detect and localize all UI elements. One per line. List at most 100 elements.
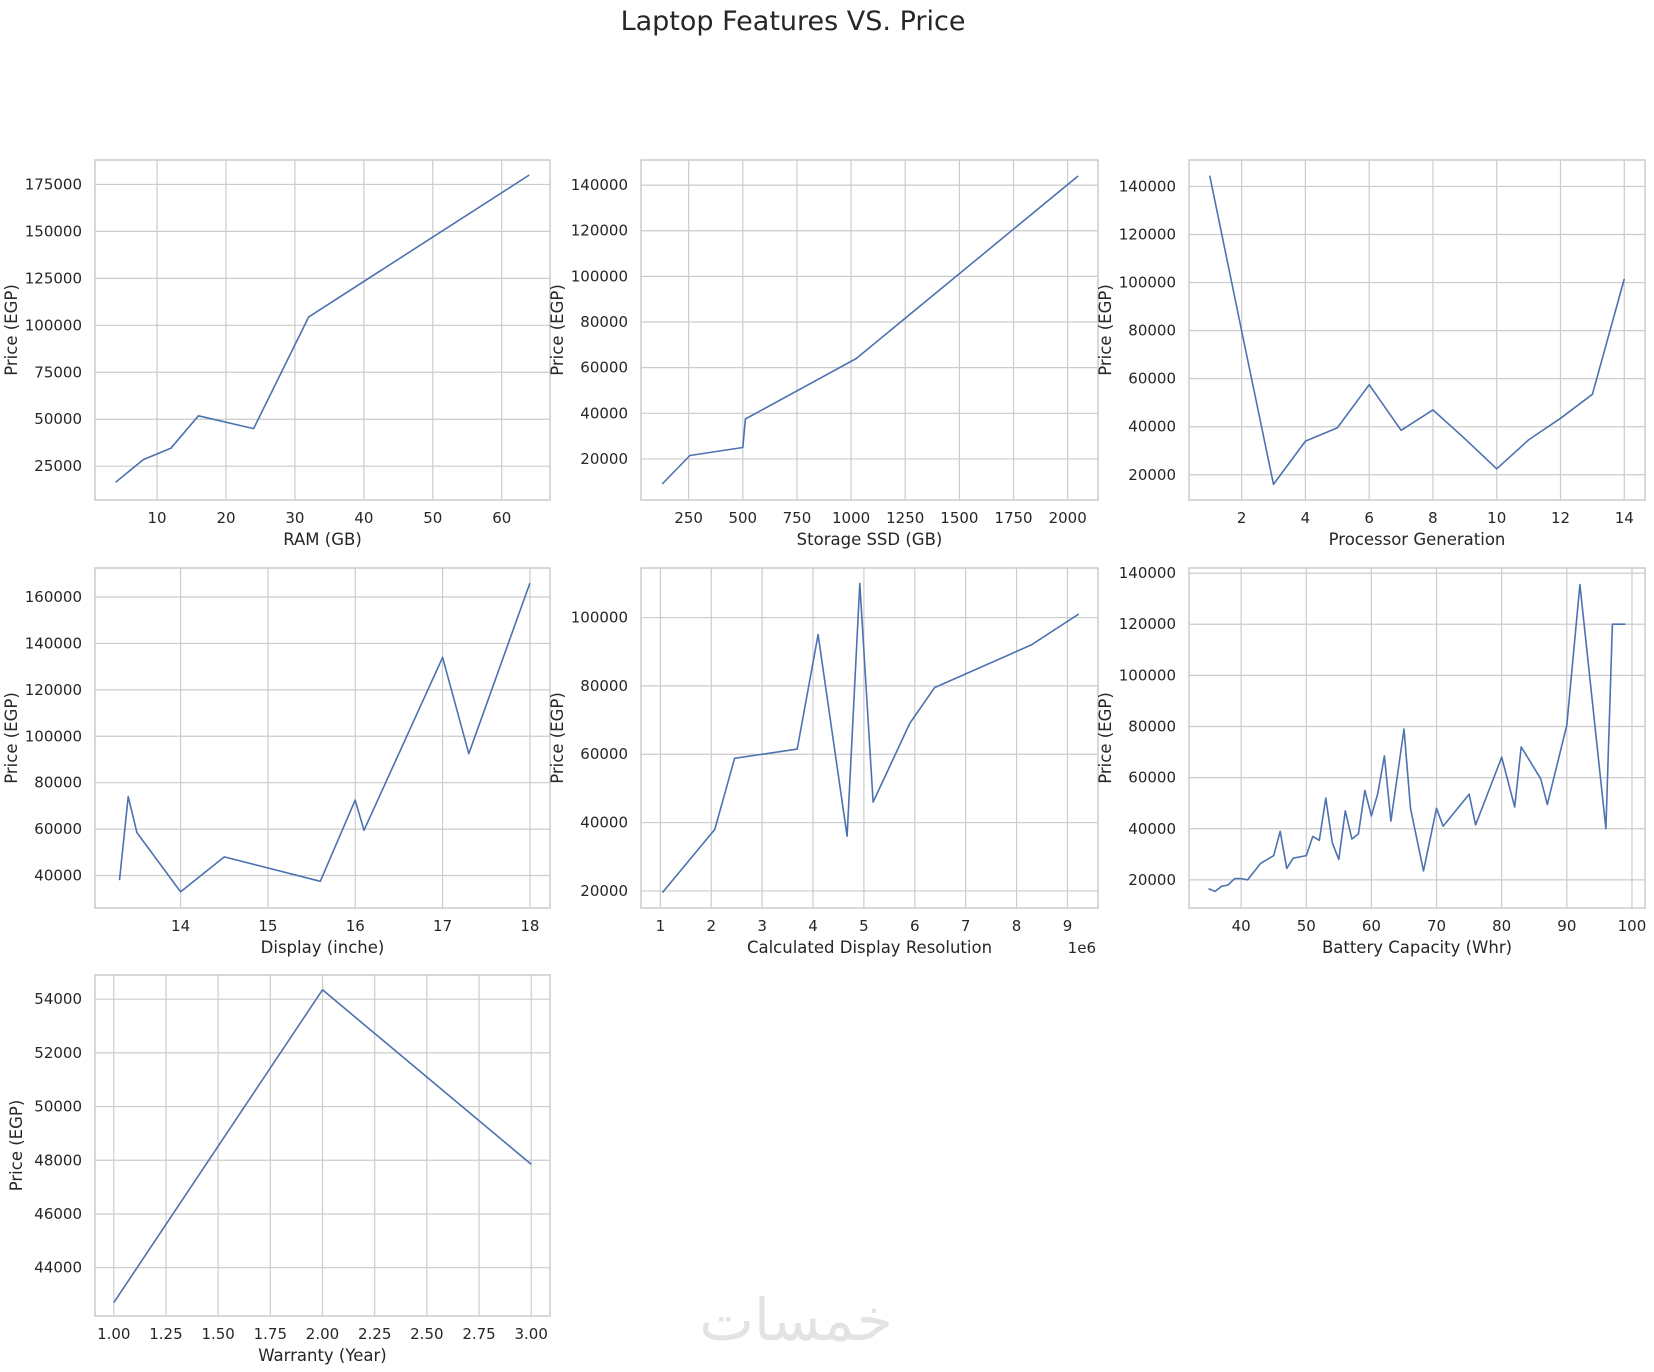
y-tick-label: 140000 xyxy=(1119,564,1176,582)
price-line xyxy=(1208,175,1626,486)
x-tick-label: 14 xyxy=(1615,509,1634,527)
y-axis-label: Price (EGP) xyxy=(548,284,567,376)
y-tick-label: 160000 xyxy=(25,588,82,606)
y-tick-label: 40000 xyxy=(34,867,82,885)
x-tick-label: 1 xyxy=(656,917,666,935)
y-tick-label: 150000 xyxy=(25,222,82,240)
x-tick-label: 4 xyxy=(808,917,818,935)
y-tick-label: 140000 xyxy=(25,634,82,652)
plot-frame xyxy=(1188,567,1646,909)
y-tick-label: 120000 xyxy=(571,222,628,240)
x-tick-label: 50 xyxy=(1297,917,1316,935)
subplot-1: 10 20 30 40 50 60 25000 50000 75000 100000 125000 1… xyxy=(2,159,551,549)
x-tick-label: 12 xyxy=(1551,509,1570,527)
x-axis-label: Warranty (Year) xyxy=(258,1346,387,1365)
x-tick-label: 250 xyxy=(674,509,703,527)
y-tick-label: 44000 xyxy=(34,1259,82,1277)
x-axis-label: Display (inche) xyxy=(261,938,385,957)
plot-frame xyxy=(640,159,1099,501)
subplot-4: 14 15 16 17 18 40000 60000 80000 100000 120000 140… xyxy=(2,567,551,957)
price-line xyxy=(115,174,530,483)
x-axis-label: Battery Capacity (Whr) xyxy=(1322,938,1512,957)
y-tick-label: 25000 xyxy=(34,457,82,475)
x-tick-label: 5 xyxy=(859,917,869,935)
x-tick-label: 1500 xyxy=(940,509,978,527)
y-tick-label: 48000 xyxy=(34,1151,82,1169)
y-tick-label: 60000 xyxy=(1128,370,1176,388)
x-tick-label: 500 xyxy=(728,509,757,527)
y-axis-label: Price (EGP) xyxy=(2,692,21,784)
x-tick-label: 750 xyxy=(783,509,812,527)
y-tick-label: 60000 xyxy=(1128,769,1176,787)
subplot-6: 40 50 60 70 80 90 100 20000 40000 60000 80000 10000… xyxy=(1096,564,1646,957)
price-line xyxy=(113,988,532,1304)
x-tick-label: 17 xyxy=(433,917,452,935)
y-tick-label: 50000 xyxy=(34,1098,82,1116)
y-tick-label: 100000 xyxy=(571,267,628,285)
price-line xyxy=(1208,583,1626,893)
x-tick-label: 20 xyxy=(216,509,235,527)
subplot-5: 1 2 3 4 5 6 7 8 9 20000 40000 60000 80000 100000 Calcu… xyxy=(548,567,1099,957)
y-axis-label: Price (EGP) xyxy=(1096,692,1115,784)
x-tick-label: 2000 xyxy=(1049,509,1087,527)
x-tick-label: 16 xyxy=(346,917,365,935)
x-tick-label: 40 xyxy=(1232,917,1251,935)
x-tick-label: 2.75 xyxy=(462,1325,495,1343)
figure-title: Laptop Features VS. Price xyxy=(621,6,966,37)
x-tick-label: 70 xyxy=(1427,917,1446,935)
y-tick-label: 100000 xyxy=(571,609,628,627)
y-tick-label: 75000 xyxy=(34,363,82,381)
y-tick-label: 80000 xyxy=(580,677,628,695)
y-tick-label: 120000 xyxy=(25,681,82,699)
x-tick-label: 10 xyxy=(1487,509,1506,527)
y-tick-label: 140000 xyxy=(1119,177,1176,195)
y-tick-label: 60000 xyxy=(580,745,628,763)
y-tick-label: 80000 xyxy=(1128,322,1176,340)
y-tick-label: 40000 xyxy=(580,404,628,422)
y-axis-label: Price (EGP) xyxy=(1096,284,1115,376)
x-tick-label: 1.25 xyxy=(149,1325,182,1343)
x-tick-label: 90 xyxy=(1557,917,1576,935)
y-tick-label: 80000 xyxy=(34,774,82,792)
plot-frame xyxy=(94,974,551,1317)
y-tick-label: 60000 xyxy=(34,820,82,838)
x-offset-text: 1e6 xyxy=(1068,939,1096,957)
x-tick-label: 2 xyxy=(706,917,716,935)
price-line xyxy=(661,582,1080,894)
x-tick-label: 6 xyxy=(1364,509,1374,527)
x-axis-label: Processor Generation xyxy=(1329,530,1506,549)
plot-frame xyxy=(94,567,551,909)
y-tick-label: 100000 xyxy=(25,316,82,334)
y-axis-label: Price (EGP) xyxy=(2,284,21,376)
subplot-2: 250 500 750 1000 1250 1500 1750 2000 20000 40000 6… xyxy=(548,159,1099,549)
x-tick-label: 7 xyxy=(961,917,971,935)
x-tick-label: 15 xyxy=(258,917,277,935)
x-tick-label: 3.00 xyxy=(515,1325,548,1343)
subplot-7: 1.00 1.25 1.50 1.75 2.00 2.25 2.50 2.75 3.00 4400… xyxy=(7,974,551,1365)
price-line xyxy=(661,175,1079,485)
subplot-grid: 10 20 30 40 50 60 25000 50000 75000 100000 125000 1… xyxy=(2,159,1646,1365)
x-tick-label: 18 xyxy=(520,917,539,935)
y-tick-label: 175000 xyxy=(25,175,82,193)
x-tick-label: 1000 xyxy=(832,509,870,527)
plot-frame xyxy=(1188,159,1646,501)
x-tick-label: 2.00 xyxy=(306,1325,339,1343)
x-tick-label: 3 xyxy=(757,917,767,935)
x-tick-label: 50 xyxy=(423,509,442,527)
y-tick-label: 80000 xyxy=(1128,717,1176,735)
y-tick-label: 52000 xyxy=(34,1044,82,1062)
y-tick-label: 54000 xyxy=(34,990,82,1008)
subplot-3: 2 4 6 8 10 12 14 20000 40000 60000 80000 100000 1200… xyxy=(1096,159,1646,549)
x-tick-label: 10 xyxy=(147,509,166,527)
y-tick-label: 60000 xyxy=(580,359,628,377)
y-tick-label: 140000 xyxy=(571,176,628,194)
y-tick-label: 120000 xyxy=(1119,225,1176,243)
y-tick-label: 100000 xyxy=(25,727,82,745)
y-axis-label: Price (EGP) xyxy=(548,692,567,784)
y-tick-label: 50000 xyxy=(34,410,82,428)
plot-frame xyxy=(94,159,551,501)
y-tick-label: 100000 xyxy=(1119,274,1176,292)
y-tick-label: 20000 xyxy=(1128,871,1176,889)
price-line xyxy=(118,582,531,893)
